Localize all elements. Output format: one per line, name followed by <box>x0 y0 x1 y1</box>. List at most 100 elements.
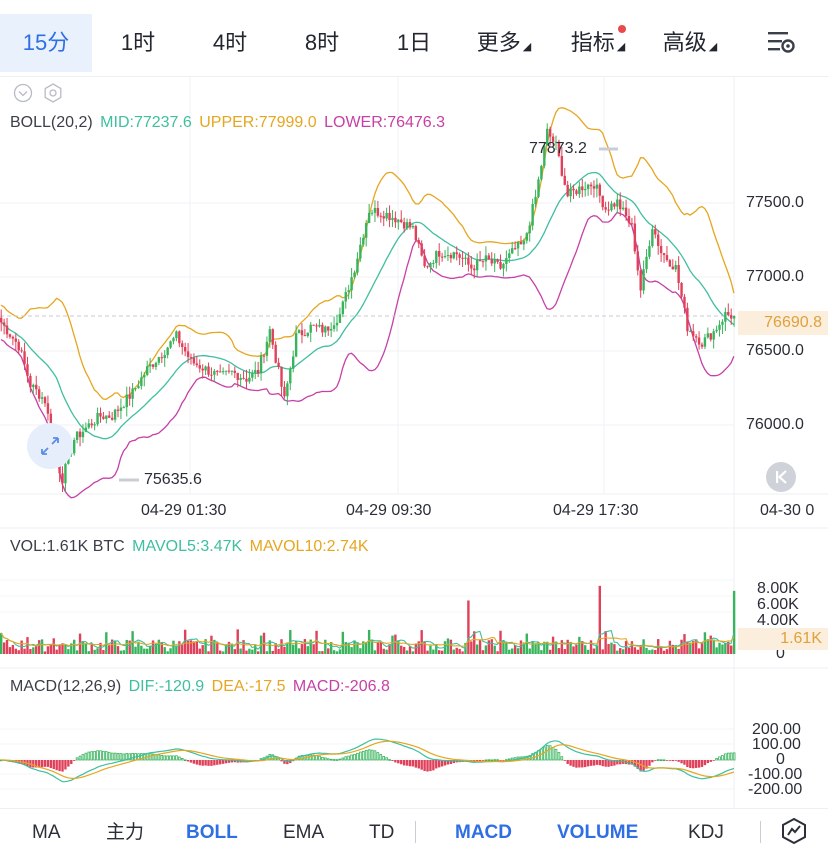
volume-bar <box>624 640 628 654</box>
chart-settings-icon[interactable] <box>764 28 798 58</box>
candle-body <box>581 186 584 191</box>
indicator-macd[interactable]: MACD <box>455 822 512 843</box>
macd-histogram-bar <box>400 760 403 765</box>
indicator-volume[interactable]: VOLUME <box>557 822 639 843</box>
time-tick: 04-30 0 <box>760 502 815 519</box>
indicator-main-force[interactable]: 主力 <box>106 822 145 843</box>
tab-1h[interactable]: 1时 <box>120 30 156 55</box>
candle-body <box>110 417 114 420</box>
volume-bar <box>537 642 540 654</box>
indicator-boll[interactable]: BOLL <box>186 822 238 843</box>
tab-4h[interactable]: 4时 <box>212 30 248 55</box>
scroll-to-latest-button[interactable] <box>766 462 796 492</box>
candle-body <box>613 203 616 207</box>
macd-histogram-bar <box>592 760 596 766</box>
macd-histogram-bar <box>321 756 324 761</box>
macd-histogram-bar <box>648 760 651 766</box>
collapse-icon[interactable] <box>13 83 33 103</box>
volume-bar <box>452 649 455 654</box>
volume-bar <box>332 650 336 654</box>
volume-bar <box>619 648 622 654</box>
macd-histogram-bar <box>87 751 91 761</box>
macd-histogram-bar <box>432 760 435 771</box>
macd-histogram-bar <box>642 760 645 771</box>
candle-body <box>616 199 619 207</box>
candle-body <box>256 370 260 374</box>
volume-bar <box>519 640 523 654</box>
tab-indicators[interactable]: 指标 ◢ <box>556 14 640 72</box>
boll-name: BOLL(20,2) <box>10 114 93 131</box>
volume-bar <box>113 640 117 654</box>
candle-body <box>592 186 596 189</box>
volume-bar <box>198 648 201 654</box>
candle-body <box>356 258 359 273</box>
chart-style-icon[interactable] <box>780 817 808 845</box>
volume-bar <box>408 646 412 654</box>
volume-bar <box>718 642 721 654</box>
candle-body <box>464 257 467 259</box>
volume-bar <box>163 647 166 654</box>
tab-1d[interactable]: 1日 <box>396 30 432 55</box>
candle-body <box>686 307 689 332</box>
macd-histogram-bar <box>169 755 172 761</box>
candle-body <box>233 370 236 373</box>
tab-15m[interactable]: 15分 <box>0 14 92 72</box>
kline-chart[interactable] <box>0 76 828 808</box>
candle-body <box>268 329 272 342</box>
volume-bar <box>657 639 660 654</box>
volume-bar <box>37 640 41 654</box>
macd-histogram-bar <box>90 751 94 761</box>
macd-histogram-bar <box>589 760 593 766</box>
indicator-ema[interactable]: EMA <box>283 822 325 843</box>
mavol5-line <box>0 629 735 650</box>
indicator-settings-icon[interactable] <box>44 83 62 103</box>
candle-body <box>668 260 672 267</box>
candle-body <box>251 372 254 378</box>
volume-bar <box>414 644 418 654</box>
tab-more-label: 更多 <box>476 30 521 55</box>
indicator-ma[interactable]: MA <box>32 822 61 843</box>
candle-body <box>210 374 213 376</box>
volume-bar <box>210 635 213 654</box>
vol-tick: 0 <box>776 645 785 662</box>
macd-histogram-bar <box>706 760 710 764</box>
expand-chart-button[interactable] <box>27 423 73 469</box>
candle-body <box>172 338 175 342</box>
indicator-kdj[interactable]: KDJ <box>688 822 724 843</box>
tab-advanced[interactable]: 高级 ◢ <box>648 14 732 72</box>
candle-body <box>496 259 499 262</box>
macd-histogram-bar <box>204 760 207 766</box>
macd-histogram-bar <box>426 760 429 772</box>
volume-bar <box>642 639 645 654</box>
candle-body <box>671 266 674 270</box>
candle-body <box>546 128 549 146</box>
volume-bar <box>233 649 236 654</box>
candle-body <box>131 388 134 399</box>
candle-body <box>715 329 718 332</box>
indicator-td[interactable]: TD <box>369 822 395 843</box>
volume-bar <box>221 651 225 654</box>
macd-histogram-bar <box>160 754 164 761</box>
mavol10-line <box>0 632 735 648</box>
candle-body <box>692 331 695 337</box>
macd-histogram-bar <box>443 760 447 766</box>
macd-histogram-bar <box>554 748 558 761</box>
candle-body <box>294 333 298 357</box>
candle-body <box>394 217 397 223</box>
candle-body <box>242 377 245 379</box>
macd-histogram-bar <box>619 760 622 765</box>
volume-bar <box>110 639 114 654</box>
candle-body <box>601 195 604 208</box>
tab-8h[interactable]: 8时 <box>304 30 340 55</box>
volume-bar <box>566 639 569 654</box>
tab-more[interactable]: 更多 ◢ <box>462 14 546 72</box>
candle-body <box>449 254 453 259</box>
candle-body <box>569 188 572 197</box>
macd-histogram-bar <box>724 753 727 761</box>
macd-histogram-bar <box>651 760 654 763</box>
volume-bar <box>365 642 368 654</box>
volume-bar <box>297 648 301 654</box>
volume-bar <box>645 647 648 654</box>
volume-bar <box>195 641 199 654</box>
candle-body <box>183 347 187 352</box>
